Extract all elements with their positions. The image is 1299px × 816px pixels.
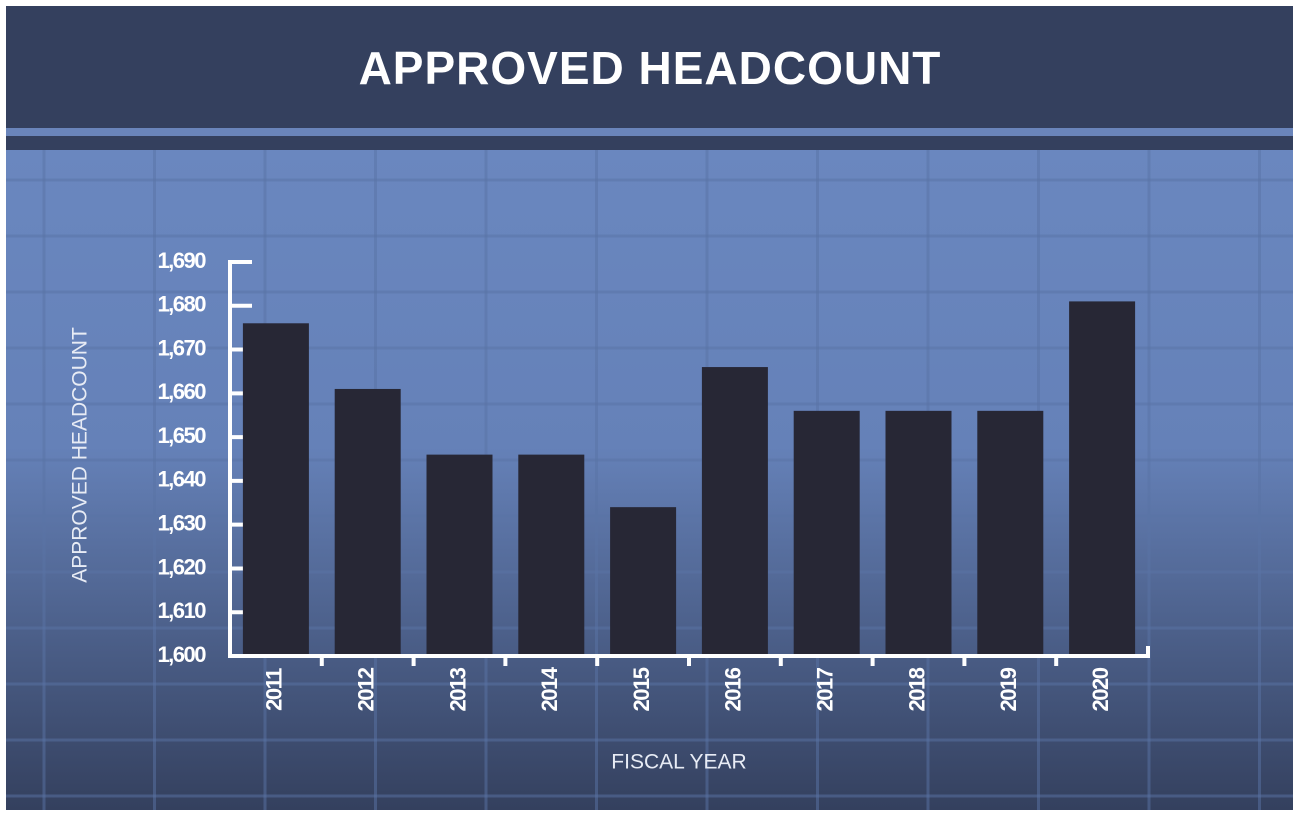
x-tick-label: 2017 (813, 667, 838, 711)
header (6, 6, 1293, 128)
x-tick-label: 2013 (445, 667, 470, 711)
x-tick-label: 2011 (262, 668, 287, 711)
y-tick-label: 1,610 (157, 598, 206, 623)
chart-title: APPROVED HEADCOUNT (359, 42, 942, 94)
bar (426, 454, 493, 656)
bar (977, 410, 1044, 656)
header-stripe (6, 128, 1293, 136)
x-tick-label: 2020 (1088, 667, 1113, 711)
bar (701, 367, 768, 656)
y-tick-label: 1,660 (157, 379, 206, 404)
bar (1069, 301, 1136, 656)
x-tick-label: 2014 (537, 666, 562, 711)
y-tick-label: 1,680 (157, 292, 206, 317)
x-tick-label: 2015 (629, 667, 654, 711)
y-tick-label: 1,650 (157, 423, 206, 448)
bar (518, 454, 585, 656)
x-tick-label: 2018 (904, 667, 929, 711)
x-tick-label: 2012 (354, 667, 379, 711)
bar (793, 410, 860, 656)
bar (334, 388, 401, 656)
y-tick-label: 1,600 (157, 642, 206, 667)
x-tick-label: 2019 (996, 667, 1021, 711)
y-tick-label: 1,640 (157, 467, 206, 492)
header-band (6, 136, 1293, 150)
y-tick-label: 1,620 (157, 554, 206, 579)
bar (885, 410, 952, 656)
bar (610, 507, 677, 656)
x-axis-title: FISCAL YEAR (611, 751, 746, 774)
y-tick-label: 1,670 (157, 335, 206, 360)
y-tick-label: 1,630 (157, 510, 206, 535)
y-axis-title: APPROVED HEADCOUNT (69, 327, 92, 583)
bar (242, 323, 309, 656)
y-tick-label: 1,690 (157, 248, 206, 273)
x-tick-label: 2016 (721, 667, 746, 711)
